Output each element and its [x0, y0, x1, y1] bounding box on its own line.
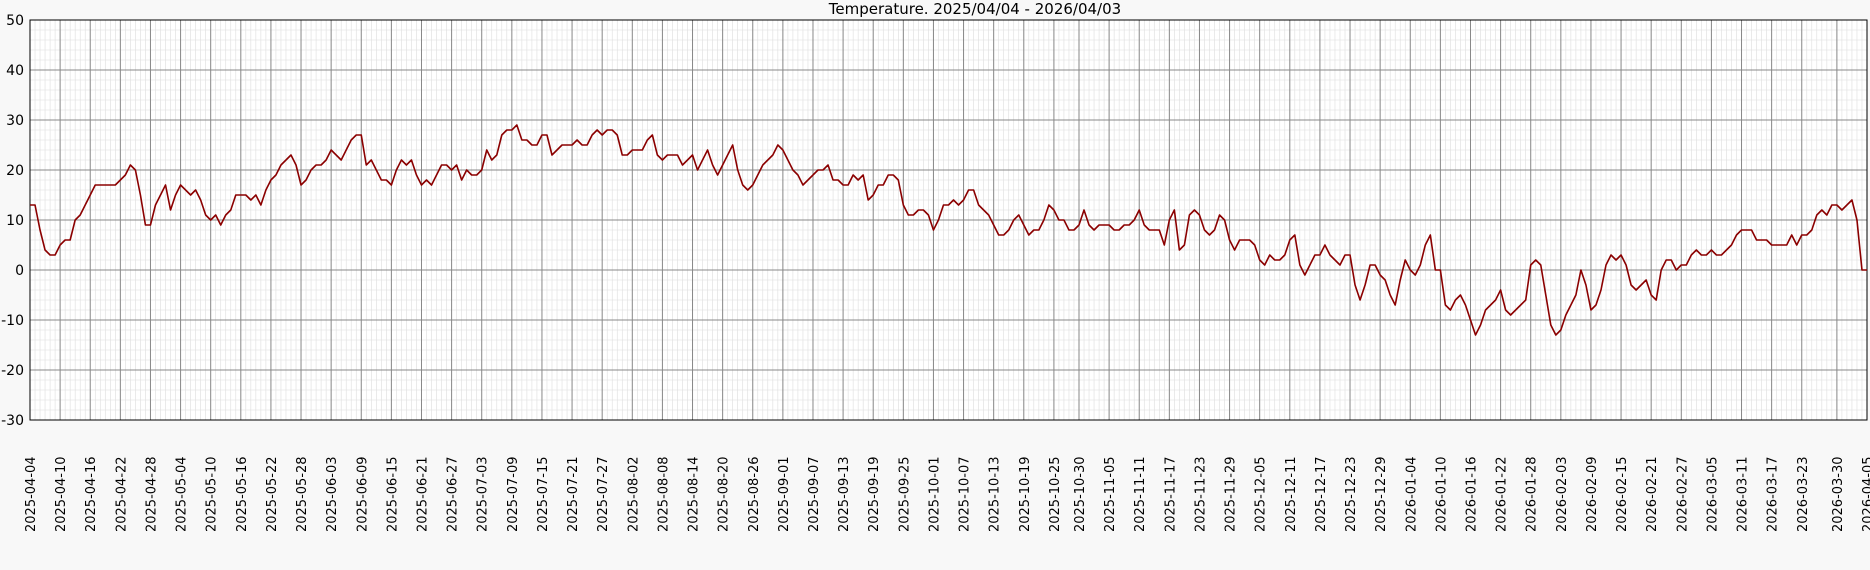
x-tick-label: 2026-01-28	[1525, 456, 1540, 532]
x-tick-label: 2025-12-05	[1254, 456, 1269, 532]
x-tick-label: 2025-11-05	[1103, 456, 1118, 532]
x-tick-label: 2025-08-26	[747, 456, 762, 532]
x-tick-label: 2026-02-03	[1555, 456, 1570, 532]
x-tick-label: 2025-05-16	[235, 456, 250, 532]
x-tick-label: 2025-06-21	[415, 456, 430, 532]
x-tick-label: 2025-11-23	[1193, 456, 1208, 532]
x-tick-label: 2025-06-15	[385, 456, 400, 532]
temperature-series-line	[30, 124, 1867, 336]
x-tick-label: 2025-08-08	[656, 456, 671, 532]
y-tick-label: -20	[1, 363, 24, 379]
x-tick-label: 2025-05-28	[295, 456, 310, 532]
y-tick-label: 50	[6, 13, 24, 29]
x-tick-label: 2026-03-17	[1766, 456, 1781, 532]
y-tick-label: -10	[1, 313, 24, 329]
x-tick-label: 2025-11-17	[1163, 456, 1178, 532]
x-tick-label: 2025-06-27	[446, 456, 461, 532]
y-tick-label: 0	[15, 263, 24, 279]
x-tick-label: 2026-02-09	[1585, 456, 1600, 532]
x-tick-label: 2025-07-15	[536, 456, 551, 532]
x-tick-label: 2025-07-09	[506, 456, 521, 532]
y-axis-ticks: -30 -20 -10 0 10 20 30 40 50	[1, 13, 24, 429]
x-tick-label: 2025-04-28	[144, 456, 159, 532]
x-tick-label: 2025-04-10	[54, 456, 69, 532]
x-tick-label: 2025-08-14	[687, 456, 702, 532]
x-tick-label: 2025-12-29	[1374, 456, 1389, 532]
major-grid	[29, 19, 1868, 421]
x-tick-label: 2025-09-25	[897, 456, 912, 532]
x-tick-label: 2026-03-11	[1736, 456, 1751, 532]
x-tick-label: 2025-12-11	[1284, 456, 1299, 532]
x-tick-label: 2025-09-01	[777, 456, 792, 532]
x-tick-label: 2025-09-19	[867, 456, 882, 532]
x-tick-label: 2026-03-05	[1705, 456, 1720, 532]
x-tick-label: 2025-10-19	[1018, 456, 1033, 532]
x-tick-label: 2025-12-17	[1314, 456, 1329, 532]
x-tick-label: 2025-09-13	[837, 456, 852, 532]
y-tick-label: 30	[6, 113, 24, 129]
y-tick-label: 10	[6, 213, 24, 229]
x-tick-label: 2025-05-10	[205, 456, 220, 532]
x-tick-label: 2025-04-16	[84, 456, 99, 532]
x-tick-label: 2025-10-30	[1073, 456, 1088, 532]
x-tick-label: 2026-01-10	[1434, 456, 1449, 532]
x-tick-label: 2025-10-25	[1048, 456, 1063, 532]
x-tick-label: 2025-06-09	[355, 456, 370, 532]
x-tick-label: 2026-03-23	[1796, 456, 1811, 532]
x-tick-label: 2025-11-11	[1133, 456, 1148, 532]
chart-title: Temperature. 2025/04/04 - 2026/04/03	[828, 0, 1121, 18]
x-tick-label: 2025-11-29	[1224, 456, 1239, 532]
x-axis-ticks: 2025-04-04 2025-04-10 2025-04-16 2025-04-22…	[24, 456, 1870, 532]
x-tick-label: 2026-01-16	[1464, 456, 1479, 532]
y-tick-label: 40	[6, 63, 24, 79]
x-tick-label: 2025-10-01	[927, 456, 942, 532]
x-tick-label: 2025-10-07	[958, 456, 973, 532]
series-layer	[30, 124, 1867, 336]
x-tick-label: 2025-10-13	[988, 456, 1003, 532]
x-tick-label: 2026-03-30	[1831, 456, 1846, 532]
x-tick-label: 2026-01-22	[1495, 456, 1510, 532]
x-tick-label: 2025-08-02	[626, 456, 641, 532]
plot-frame	[29, 19, 1868, 421]
x-tick-label: 2025-09-07	[807, 456, 822, 532]
x-tick-label: 2025-07-27	[596, 456, 611, 532]
x-tick-label: 2025-04-22	[114, 456, 129, 532]
x-tick-label: 2026-02-15	[1615, 456, 1630, 532]
x-tick-label: 2025-12-23	[1344, 456, 1359, 532]
x-tick-label: 2026-02-27	[1675, 456, 1690, 532]
x-tick-label: 2025-07-03	[476, 456, 491, 532]
x-tick-label: 2025-06-03	[325, 456, 340, 532]
x-tick-label: 2025-05-22	[265, 456, 280, 532]
y-tick-label: -30	[1, 413, 24, 429]
x-tick-label: 2026-01-04	[1404, 456, 1419, 532]
x-tick-label: 2025-07-21	[566, 456, 581, 532]
x-tick-label: 2025-04-04	[24, 456, 39, 532]
y-tick-label: 20	[6, 163, 24, 179]
x-tick-label: 2026-04-05	[1861, 456, 1870, 532]
x-tick-label: 2025-08-20	[717, 456, 732, 532]
x-tick-label: 2026-02-21	[1645, 456, 1660, 532]
x-tick-label: 2025-05-04	[175, 456, 190, 532]
